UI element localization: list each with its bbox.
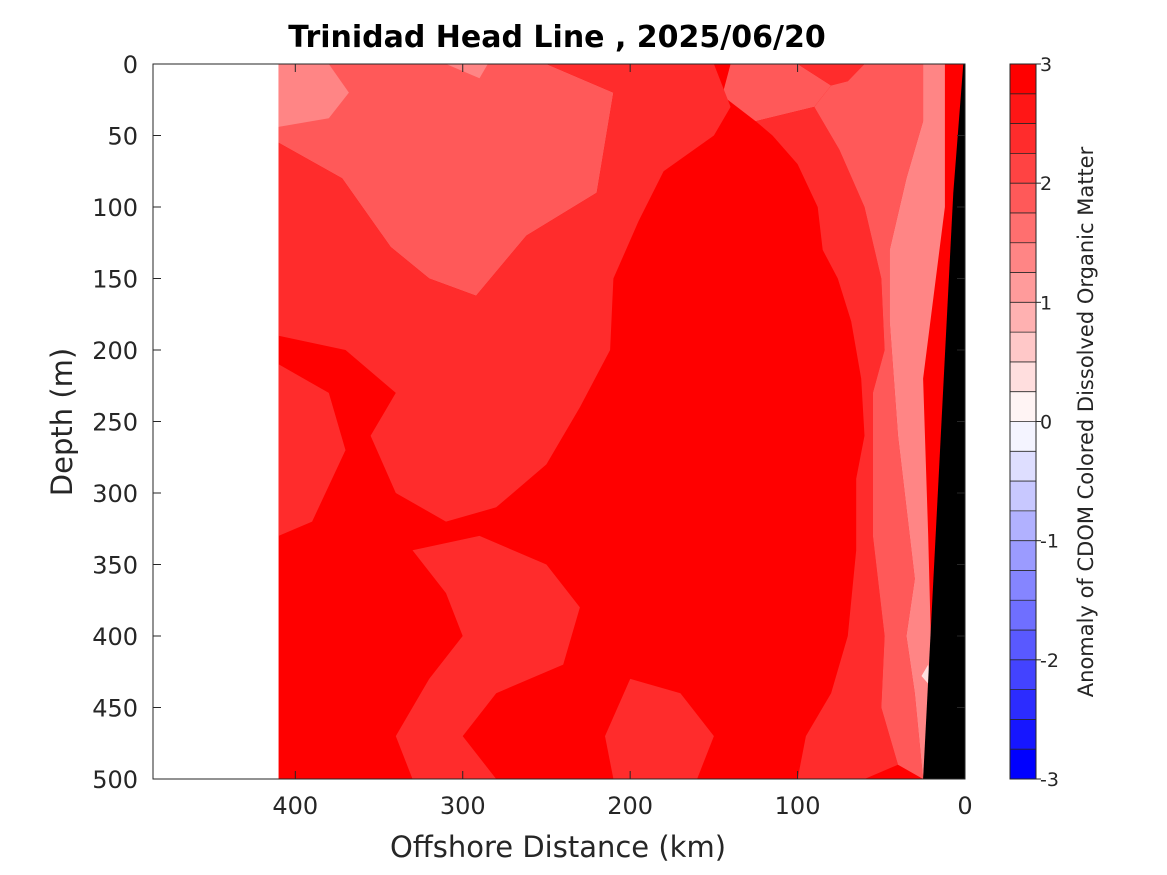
- colorbar-tick-label: 3: [1040, 54, 1052, 76]
- colorbar-swatch: [1010, 332, 1036, 363]
- y-tick-label: 300: [92, 480, 138, 508]
- anomaly-contour-region: [395, 535, 580, 779]
- colorbar-tick-label: -2: [1040, 650, 1059, 672]
- y-tick-label: 400: [92, 623, 138, 651]
- colorbar-swatch: [1010, 272, 1036, 303]
- colorbar-swatch: [1010, 659, 1036, 691]
- colorbar-swatch: [1010, 153, 1036, 184]
- anomaly-contour-region: [755, 106, 898, 779]
- colorbar-swatch: [1010, 510, 1036, 542]
- colorbar-swatch: [1010, 64, 1036, 95]
- colorbar-swatch: [1010, 451, 1036, 482]
- anomaly-contour-region: [278, 64, 731, 522]
- colorbar-swatch: [1010, 600, 1036, 631]
- colorbar-swatch: [1010, 421, 1036, 452]
- y-tick-label: 500: [92, 766, 138, 794]
- x-tick-label: 300: [440, 792, 486, 820]
- colorbar-swatch: [1010, 361, 1036, 393]
- colorbar-title: Anomaly of CDOM Colored Dissolved Organi…: [1074, 146, 1098, 697]
- y-tick-label: 50: [107, 123, 138, 151]
- colorbar-tick-label: 2: [1040, 173, 1052, 195]
- x-tick-label: 100: [775, 792, 821, 820]
- y-tick-label: 250: [92, 409, 138, 437]
- colorbar-swatch: [1010, 689, 1036, 720]
- colorbar-tick-label: -3: [1040, 769, 1059, 791]
- x-axis-title: Offshore Distance (km): [390, 830, 726, 864]
- anomaly-field: [278, 64, 965, 779]
- colorbar-swatch: [1010, 93, 1036, 124]
- x-tick-label: 400: [272, 792, 318, 820]
- chart-title: Trinidad Head Line , 2025/06/20: [288, 20, 825, 55]
- anomaly-contour-region: [278, 64, 349, 127]
- x-axis: 400 300 200 100 0: [272, 792, 972, 820]
- colorbar-tick-label: -1: [1040, 531, 1059, 553]
- anomaly-contour-region: [605, 678, 714, 779]
- y-tick-label: 450: [92, 695, 138, 723]
- y-tick-label: 0: [123, 51, 138, 79]
- colorbar-tick-label: 1: [1040, 292, 1052, 314]
- colorbar-swatch: [1010, 391, 1036, 422]
- x-tick-label: 200: [607, 792, 653, 820]
- anomaly-contour-region: [278, 64, 614, 296]
- colorbar-swatch: [1010, 183, 1036, 214]
- anomaly-contour-region: [814, 64, 924, 779]
- plot-frame: [152, 63, 966, 780]
- colorbar-swatch: [1010, 540, 1036, 571]
- colorbar-swatch: [1010, 242, 1036, 273]
- colorbar-swatch: [1010, 302, 1036, 333]
- colorbar-swatch: [1010, 123, 1036, 154]
- y-tick-label: 350: [92, 552, 138, 580]
- colorbar-swatch: [1010, 630, 1036, 661]
- colorbar-tick-label: 0: [1040, 412, 1052, 434]
- colorbar-swatch: [1010, 719, 1036, 750]
- anomaly-contour-region: [722, 64, 832, 122]
- colorbar-swatch: [1010, 749, 1036, 780]
- plot-area: [153, 64, 965, 779]
- y-tick-label: 100: [92, 194, 138, 222]
- x-tick-label: 0: [957, 792, 972, 820]
- colorbar: 3 2 1 0 -1 -2 -3: [1009, 54, 1059, 791]
- colorbar-swatch: [1010, 570, 1036, 601]
- colorbar-swatch: [1010, 212, 1036, 244]
- colorbar-swatch: [1010, 481, 1036, 512]
- bathymetry-seafloor: [923, 64, 965, 779]
- anomaly-contour-region: [278, 364, 346, 536]
- y-tick-label: 200: [92, 337, 138, 365]
- anomaly-contour-region: [446, 64, 488, 79]
- y-axis-title: Depth (m): [45, 348, 79, 496]
- anomaly-contour-region: [797, 64, 865, 86]
- anomaly-contour-region: [889, 64, 945, 779]
- y-axis: 0 50 100 150 200 250 300 350 400 450 500: [92, 51, 138, 794]
- y-tick-label: 150: [92, 266, 138, 294]
